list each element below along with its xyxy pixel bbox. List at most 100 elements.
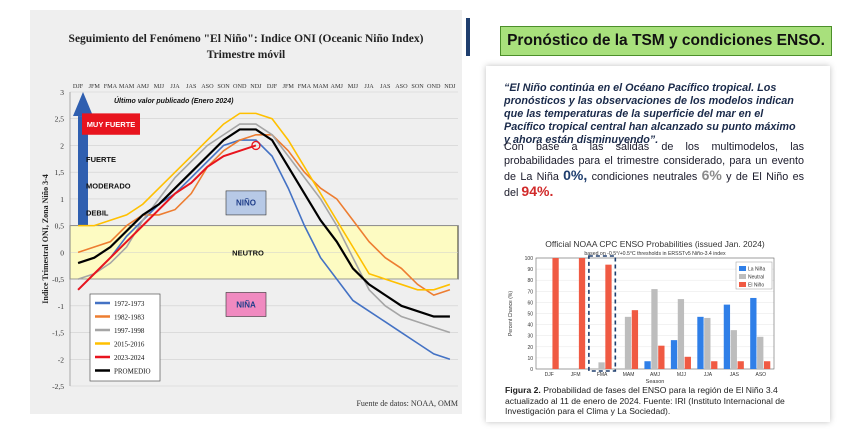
x-tick-label: DJF — [73, 83, 84, 90]
prob-y-tick-label: 60 — [527, 300, 533, 306]
x-tick-label: JFM — [283, 83, 295, 90]
neutral-percent: 6% — [701, 167, 722, 183]
last-value-marker — [251, 140, 261, 151]
x-tick-label: MAM — [119, 83, 135, 90]
x-tick-label: JAS — [380, 83, 391, 90]
x-tick-label: FMA — [104, 83, 118, 90]
x-tick-label: NDJ — [250, 83, 262, 90]
body-part2: condiciones neutrales — [587, 171, 702, 183]
x-tick-label: OND — [233, 83, 247, 90]
prob-bar — [644, 361, 651, 369]
prob-bar — [737, 361, 744, 369]
x-tick-label: AMJ — [331, 83, 344, 90]
prob-bar — [757, 336, 764, 369]
oni-chart: Seguimiento del Fenómeno "El Niño": Indi… — [41, 33, 459, 408]
x-tick-label: JFM — [89, 83, 101, 90]
muy-fuerte-label: MUY FUERTE — [87, 120, 136, 129]
nina-label: NIÑA — [236, 301, 256, 310]
y-tick-label: 2 — [60, 141, 64, 150]
prob-x-tick-label: MAM — [623, 372, 635, 378]
last-value-label: Último valor publicado (Enero 2024) — [114, 96, 234, 105]
x-tick-label: DJF — [267, 83, 278, 90]
x-tick-label: FMA — [298, 83, 312, 90]
prob-x-tick-label: JAS — [730, 372, 740, 378]
x-tick-label: AMJ — [137, 83, 150, 90]
series-line — [77, 128, 450, 318]
prob-x-axis-label: Season — [646, 379, 665, 383]
legend-label: 1982-1983 — [114, 314, 145, 322]
legend-box — [89, 293, 161, 382]
prob-bar — [605, 264, 612, 369]
prob-bar — [750, 297, 757, 369]
fma-highlight — [588, 255, 617, 372]
forecast-body: Con base a las salidas de los multimodel… — [504, 140, 804, 200]
nina-percent: 0%, — [563, 167, 588, 183]
legend-label: 1972-1973 — [114, 300, 145, 308]
body-part1: Con base a las salidas de los multimodel… — [504, 141, 804, 183]
chart-title-line1: Seguimiento del Fenómeno "El Niño": Indi… — [69, 33, 424, 45]
strength-arrow-shaft — [78, 116, 88, 226]
prob-x-tick-label: DJF — [545, 372, 554, 378]
prob-bar — [598, 362, 605, 369]
strength-arrow-head — [73, 92, 93, 117]
x-tick-label: MJJ — [154, 83, 165, 90]
series-line — [77, 139, 451, 361]
nino-label: NIÑO — [236, 199, 256, 208]
x-tick-label: MJJ — [348, 83, 359, 90]
prob-bar — [684, 356, 691, 369]
legend-label: PROMEDIO — [114, 368, 151, 376]
x-tick-label: ASO — [395, 83, 408, 90]
prob-legend-label: Neutral — [748, 275, 764, 281]
prob-y-tick-label: 90 — [527, 267, 533, 273]
y-tick-label: 1 — [60, 195, 64, 204]
prob-legend-label: El Niño — [748, 283, 764, 289]
prob-bar — [658, 345, 665, 369]
y-tick-label: 2,5 — [55, 115, 65, 124]
x-tick-label: SON — [217, 83, 230, 90]
prob-y-tick-label: 50 — [527, 312, 533, 318]
debil-label: DEBIL — [86, 208, 109, 217]
prob-chart-title: Official NOAA CPC ENSO Probabilities (is… — [545, 239, 765, 249]
y-tick-label: 3 — [60, 88, 64, 97]
y-tick-label: 0,5 — [55, 222, 65, 231]
prob-legend-swatch — [739, 282, 746, 287]
prob-x-tick-label: ASO — [755, 372, 766, 378]
prob-y-tick-label: 30 — [527, 334, 533, 340]
forecast-content-box — [486, 66, 830, 422]
x-tick-label: JJA — [170, 83, 180, 90]
legend-label: 2023-2024 — [114, 354, 145, 362]
y-tick-label: 0 — [60, 248, 64, 257]
legend-label: 2015-2016 — [114, 341, 145, 349]
y-tick-label: -1 — [58, 302, 64, 311]
prob-x-tick-label: JJA — [704, 372, 713, 378]
prob-y-tick-label: 20 — [527, 345, 533, 351]
y-tick-label: 1,5 — [55, 168, 65, 177]
prob-x-tick-label: AMJ — [650, 372, 661, 378]
prob-chart-subtitle: based on -0.5°/+0.5°C thresholds in ERSS… — [584, 251, 726, 257]
nina-box — [225, 292, 267, 317]
figure-caption: Figura 2. Probabilidad de fases del ENSO… — [505, 385, 795, 417]
y-tick-label: -2,5 — [52, 382, 64, 391]
prob-bar — [552, 258, 559, 369]
nino-box — [225, 190, 267, 216]
chart-title-line2: Trimestre móvil — [207, 49, 285, 61]
prob-bar — [704, 317, 711, 369]
prob-x-tick-label: FMA — [597, 372, 608, 378]
prob-legend-label: La Niña — [748, 267, 765, 273]
y-axis-label: Indice Trimestral ONI, Zona Niño 3-4 — [41, 174, 50, 303]
prob-y-tick-label: 0 — [530, 367, 533, 373]
prob-bar — [730, 330, 737, 369]
series-line — [77, 123, 451, 334]
forecast-quote: “El Niño continúa en el Océano Pacífico … — [504, 82, 796, 146]
prob-bar — [697, 316, 704, 369]
prob-x-tick-label: MJJ — [677, 372, 687, 378]
prob-y-tick-label: 10 — [527, 356, 533, 362]
caption-label: Figura 2. — [505, 385, 541, 395]
prob-y-tick-label: 40 — [527, 323, 533, 329]
prob-bar — [578, 258, 586, 369]
enso-probability-chart: Official NOAA CPC ENSO Probabilities (is… — [508, 239, 775, 383]
prob-bar — [677, 299, 685, 369]
decorative-bar — [466, 18, 470, 56]
y-tick-label: -1,5 — [52, 329, 64, 338]
prob-legend-swatch — [739, 274, 746, 279]
